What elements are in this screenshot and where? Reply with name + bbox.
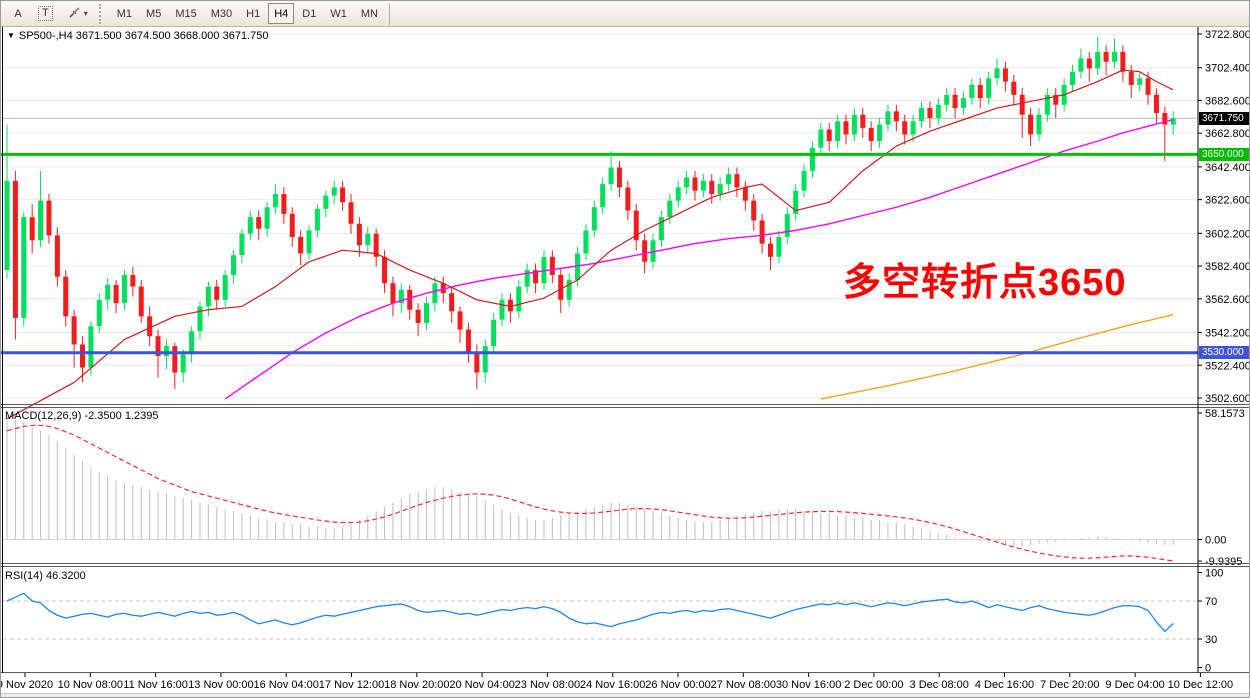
support-level-badge: 3530.000 (1199, 346, 1249, 360)
chart-header: ▼ SP500-,H4 3671.500 3674.500 3668.000 36… (7, 30, 268, 42)
svg-text:10 Nov 08:00: 10 Nov 08:00 (58, 679, 123, 691)
svg-text:30: 30 (1205, 634, 1217, 646)
resistance-level-badge: 3650.000 (1199, 147, 1249, 161)
svg-text:3542.200: 3542.200 (1205, 328, 1250, 340)
svg-text:3582.400: 3582.400 (1205, 261, 1250, 273)
svg-text:4 Dec 16:00: 4 Dec 16:00 (975, 679, 1034, 691)
timeframe-button-group: M1 M5 M15 M30 H1 H4 D1 W1 MN (110, 3, 385, 24)
timeframe-button-m1[interactable]: M1 (111, 3, 138, 24)
svg-text:3682.600: 3682.600 (1205, 95, 1250, 107)
svg-text:27 Nov 08:00: 27 Nov 08:00 (711, 679, 776, 691)
timeframe-button-m30[interactable]: M30 (205, 3, 238, 24)
svg-text:58.1573: 58.1573 (1205, 408, 1245, 420)
timeframe-button-m5[interactable]: M5 (140, 3, 167, 24)
svg-text:17 Nov 12:00: 17 Nov 12:00 (319, 679, 384, 691)
svg-text:0: 0 (1205, 663, 1211, 675)
text-label-tool-icon: A (14, 7, 22, 20)
symbol-ohlc-line: SP500-,H4 3671.500 3674.500 3668.000 367… (18, 30, 269, 42)
svg-text:9 Dec 04:00: 9 Dec 04:00 (1105, 679, 1164, 691)
svg-text:18 Nov 20:00: 18 Nov 20:00 (384, 679, 449, 691)
svg-text:10 Dec 12:00: 10 Dec 12:00 (1168, 679, 1233, 691)
text-tool-button[interactable]: T (32, 3, 59, 24)
arrows-icon (67, 5, 82, 23)
svg-text:24 Nov 16:00: 24 Nov 16:00 (580, 679, 645, 691)
candles-layer (4, 36, 1176, 390)
timeframe-button-h4[interactable]: H4 (268, 3, 295, 24)
chart-canvas: 3722.800 3702.400 3682.600 3662.800 3642.400… (1, 27, 1250, 691)
svg-text:3522.400: 3522.400 (1205, 360, 1250, 372)
collapse-triangle-icon[interactable]: ▼ (7, 31, 15, 40)
toolbar-separator (388, 2, 390, 25)
axes-layer: 3722.800 3702.400 3682.600 3662.800 3642.400… (1, 27, 1250, 691)
svg-text:20 Nov 04:00: 20 Nov 04:00 (449, 679, 514, 691)
svg-text:13 Nov 00:00: 13 Nov 00:00 (188, 679, 253, 691)
moving-averages-layer (6, 69, 1174, 420)
timeframe-button-mn[interactable]: MN (355, 3, 384, 24)
chevron-down-icon: ▾ (83, 9, 88, 18)
svg-text:3722.800: 3722.800 (1205, 29, 1250, 41)
svg-text:-9.9395: -9.9395 (1205, 556, 1242, 568)
rsi-indicator-label: RSI(14) 46.3200 (5, 570, 86, 582)
chart-area[interactable]: 3722.800 3702.400 3682.600 3662.800 3642.400… (1, 27, 1250, 697)
current-price-badge: 3671.750 (1199, 111, 1249, 125)
svg-text:11 Nov 16:00: 11 Nov 16:00 (123, 679, 188, 691)
svg-text:100: 100 (1205, 568, 1223, 580)
toolbar-grip[interactable] (98, 3, 106, 24)
svg-text:26 Nov 00:00: 26 Nov 00:00 (645, 679, 710, 691)
svg-text:3702.400: 3702.400 (1205, 63, 1250, 75)
timeframe-button-h1[interactable]: H1 (240, 3, 266, 24)
svg-text:3622.600: 3622.600 (1205, 195, 1250, 207)
horizontal-scrollbar[interactable] (1, 693, 1249, 697)
indicators-layer (3, 417, 1198, 640)
svg-text:3 Dec 08:00: 3 Dec 08:00 (910, 679, 969, 691)
timeframe-button-w1[interactable]: W1 (324, 3, 353, 24)
svg-text:3502.600: 3502.600 (1205, 393, 1250, 405)
toolbar: A T ▾ M1 M5 M15 M30 H1 H4 D1 W1 MN (1, 1, 1249, 27)
text-tool-icon: T (38, 6, 53, 21)
svg-text:9 Nov 2020: 9 Nov 2020 (1, 679, 53, 691)
svg-text:2 Dec 00:00: 2 Dec 00:00 (844, 679, 903, 691)
svg-text:3642.400: 3642.400 (1205, 162, 1250, 174)
svg-text:3562.600: 3562.600 (1205, 294, 1250, 306)
svg-text:30 Nov 16:00: 30 Nov 16:00 (776, 679, 841, 691)
svg-text:23 Nov 08:00: 23 Nov 08:00 (515, 679, 580, 691)
svg-text:16 Nov 04:00: 16 Nov 04:00 (253, 679, 318, 691)
svg-text:3662.800: 3662.800 (1205, 128, 1250, 140)
timeframe-button-d1[interactable]: D1 (296, 3, 322, 24)
svg-text:3602.200: 3602.200 (1205, 228, 1250, 240)
level-lines-layer (1, 152, 1198, 355)
svg-text:70: 70 (1205, 596, 1217, 608)
svg-text:7 Dec 20:00: 7 Dec 20:00 (1040, 679, 1099, 691)
grid-layer (3, 33, 1198, 399)
svg-text:0.00: 0.00 (1205, 535, 1226, 547)
chart-annotation-text: 多空转折点3650 (843, 262, 1127, 304)
arrows-tool-button[interactable]: ▾ (61, 3, 94, 24)
macd-indicator-label: MACD(12,26,9) -2.3500 1.2395 (5, 410, 159, 422)
text-label-tool-button[interactable]: A (6, 3, 30, 24)
timeframe-button-m15[interactable]: M15 (169, 3, 202, 24)
